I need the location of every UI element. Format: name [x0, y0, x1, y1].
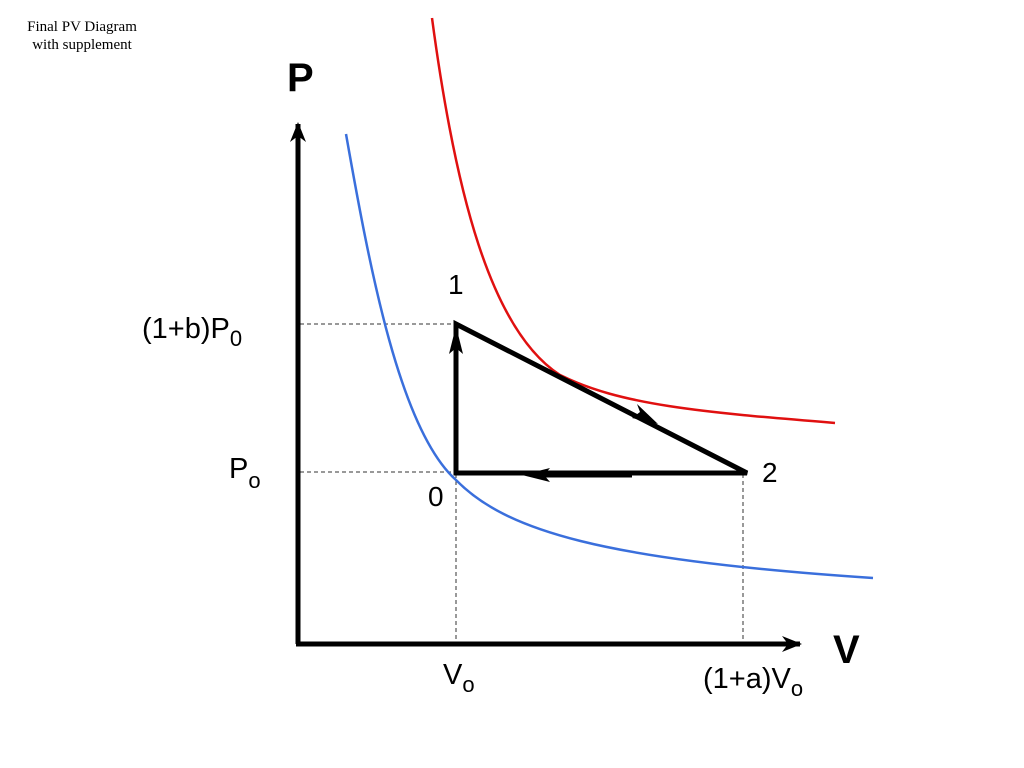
cycle-triangle — [453, 319, 749, 476]
hot-isotherm-curve — [430, 17, 836, 425]
p-axis-label: P — [287, 56, 314, 100]
v-axis-label: V — [833, 628, 860, 672]
state-1-label: 1 — [448, 269, 464, 300]
p-high-tick-label: (1+b)P0 — [142, 313, 242, 351]
arrow-1-to-2 — [632, 404, 658, 424]
v-high-tick-label: (1+a)Vo — [703, 663, 803, 701]
slide-caption: Final PV Diagram with supplement — [27, 19, 137, 53]
p-low-tick-label: Po — [229, 453, 261, 493]
state-0-label: 0 — [428, 481, 444, 512]
arrow-0-to-1 — [449, 326, 463, 354]
cold-isotherm-curve — [344, 133, 874, 580]
v-low-tick-label: Vo — [443, 659, 475, 697]
arrow-2-to-0 — [522, 468, 550, 482]
state-2-label: 2 — [762, 457, 778, 488]
